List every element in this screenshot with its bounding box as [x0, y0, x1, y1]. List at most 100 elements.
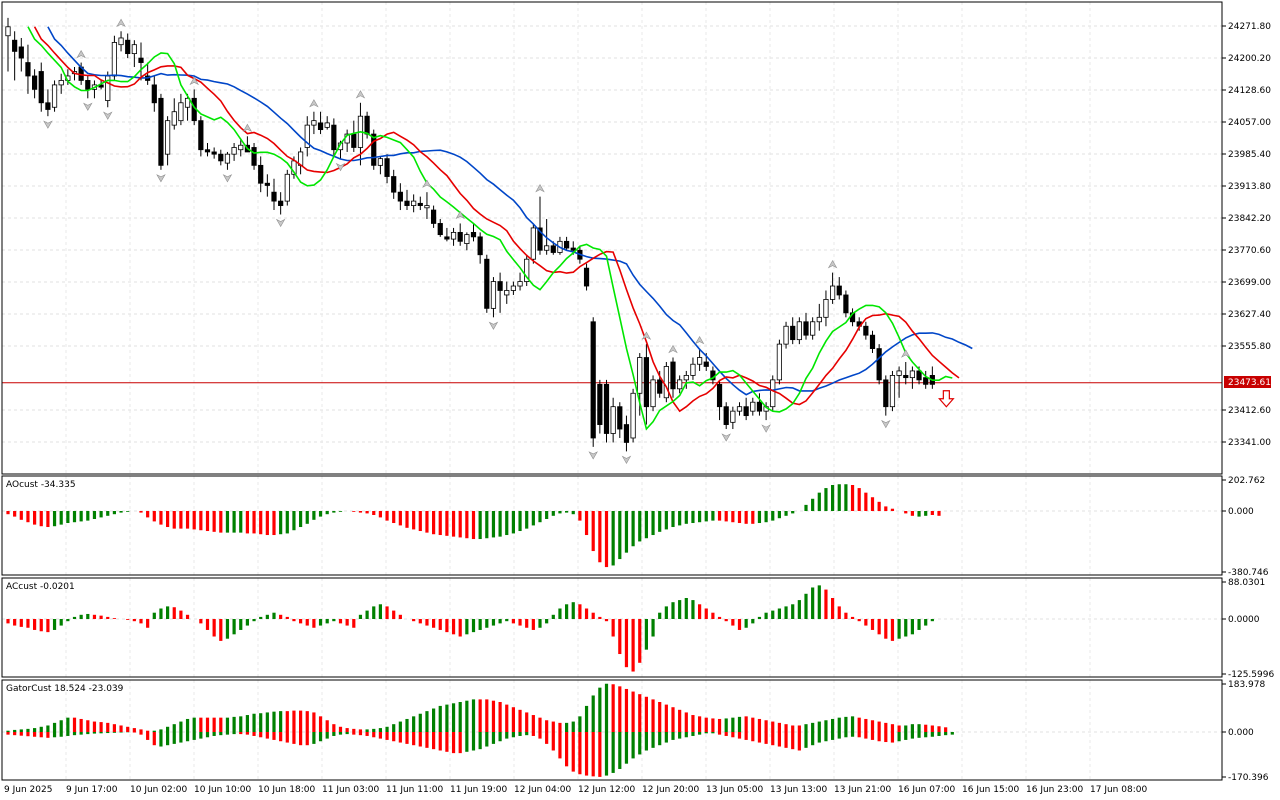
candle[interactable] [444, 236, 450, 240]
candle[interactable] [238, 144, 244, 151]
candle[interactable] [331, 124, 337, 151]
candle[interactable] [723, 406, 729, 425]
candle[interactable] [670, 361, 676, 390]
candle[interactable] [790, 325, 796, 341]
candle[interactable] [178, 102, 184, 122]
candle[interactable] [25, 62, 31, 77]
candle[interactable] [863, 325, 869, 336]
candle[interactable] [637, 357, 643, 394]
candle[interactable] [497, 281, 503, 291]
candle[interactable] [397, 191, 403, 202]
candle[interactable] [730, 410, 736, 423]
candle[interactable] [351, 133, 357, 148]
candle[interactable] [311, 120, 317, 126]
candle[interactable] [138, 57, 144, 63]
candle[interactable] [663, 366, 669, 399]
candle[interactable] [783, 325, 789, 345]
candle[interactable] [211, 151, 217, 155]
candle[interactable] [38, 71, 44, 104]
candle[interactable] [770, 379, 776, 408]
candle[interactable] [697, 357, 703, 365]
candle[interactable] [510, 285, 517, 291]
candle[interactable] [883, 379, 889, 408]
candle[interactable] [125, 39, 131, 55]
candle[interactable] [690, 363, 696, 376]
candle[interactable] [736, 406, 743, 412]
candle[interactable] [324, 122, 330, 128]
candle[interactable] [876, 348, 882, 381]
candle[interactable] [258, 164, 264, 184]
candle[interactable] [544, 245, 550, 251]
candle[interactable] [218, 153, 224, 162]
candle[interactable] [524, 258, 530, 282]
candle[interactable] [377, 158, 384, 166]
candle[interactable] [816, 316, 822, 323]
candle[interactable] [304, 124, 310, 148]
candle[interactable] [597, 383, 603, 425]
candle[interactable] [457, 231, 463, 242]
candle[interactable] [437, 223, 443, 236]
candle[interactable] [843, 294, 849, 314]
candle[interactable] [32, 75, 38, 90]
candle[interactable] [231, 147, 237, 155]
candle[interactable] [411, 200, 417, 206]
candle[interactable] [570, 247, 576, 251]
candle[interactable] [5, 26, 11, 37]
candle[interactable] [85, 80, 91, 90]
candle[interactable] [470, 231, 477, 238]
candle[interactable] [657, 379, 663, 394]
candle[interactable] [823, 299, 829, 318]
candle[interactable] [630, 392, 636, 439]
candle[interactable] [198, 120, 204, 151]
candle[interactable] [151, 84, 157, 104]
candle[interactable] [750, 401, 756, 412]
candle[interactable] [703, 361, 709, 367]
candle[interactable] [98, 84, 104, 88]
candle[interactable] [923, 377, 929, 385]
candle[interactable] [158, 97, 164, 166]
candle[interactable] [204, 149, 211, 153]
candle[interactable] [484, 258, 490, 309]
candle[interactable] [111, 42, 117, 77]
candle[interactable] [164, 120, 171, 155]
candle[interactable] [909, 370, 916, 379]
candle[interactable] [264, 182, 270, 186]
ac-indicator-panel[interactable] [6, 585, 939, 672]
candle[interactable] [889, 375, 896, 408]
candle[interactable] [477, 236, 483, 256]
candle[interactable] [317, 122, 324, 130]
candle[interactable] [364, 115, 370, 135]
candle[interactable] [12, 39, 18, 52]
candle[interactable] [836, 285, 842, 296]
candle[interactable] [650, 379, 656, 408]
candle[interactable] [118, 37, 124, 46]
candle[interactable] [623, 424, 630, 443]
candle[interactable] [643, 357, 650, 408]
candle[interactable] [590, 321, 596, 439]
main-price-panel[interactable] [2, 17, 1222, 464]
candle[interactable] [371, 133, 377, 166]
candle[interactable] [278, 200, 284, 206]
candle[interactable] [617, 406, 623, 430]
candle[interactable] [803, 321, 809, 336]
candle[interactable] [776, 343, 783, 381]
candle[interactable] [417, 202, 423, 206]
candle[interactable] [550, 245, 556, 253]
candle[interactable] [830, 285, 836, 300]
candle[interactable] [424, 205, 430, 209]
ao-indicator-panel[interactable] [6, 484, 941, 568]
candle[interactable] [284, 173, 290, 202]
candle[interactable] [504, 290, 510, 296]
candle[interactable] [903, 375, 909, 379]
gator-indicator-panel[interactable] [6, 683, 954, 777]
candle[interactable] [916, 370, 922, 381]
candle[interactable] [251, 147, 257, 166]
candle[interactable] [404, 200, 410, 206]
candle[interactable] [743, 406, 749, 417]
candle[interactable] [530, 227, 536, 260]
candle[interactable] [603, 383, 610, 434]
candle[interactable] [810, 321, 816, 336]
candle[interactable] [896, 370, 902, 376]
candle[interactable] [756, 401, 763, 412]
candle[interactable] [171, 111, 177, 126]
